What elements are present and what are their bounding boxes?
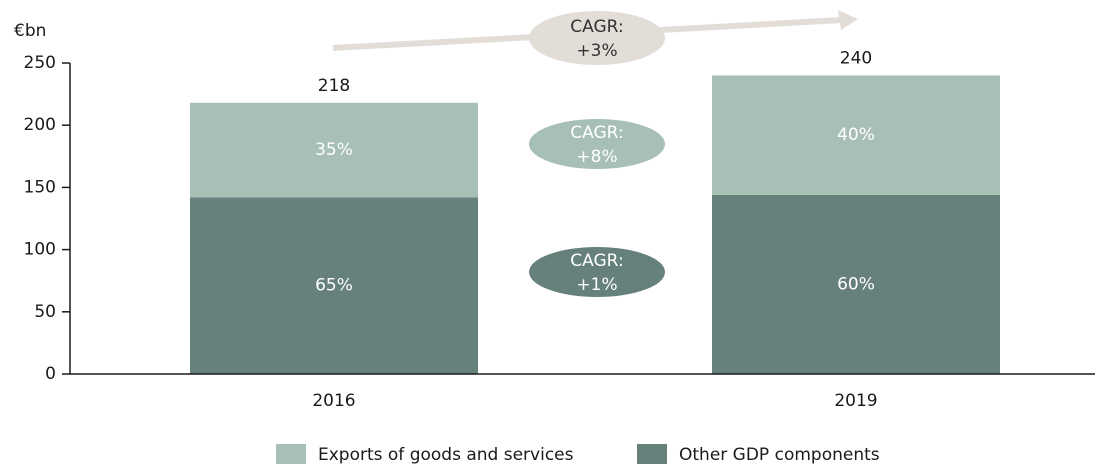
cagr-bubble [529,119,665,169]
y-tick-label: 150 [24,177,56,197]
total-label: 240 [840,48,872,68]
segment-label: 60% [837,274,875,294]
cagr-text: +1% [576,275,617,295]
y-tick-label: 50 [34,302,56,322]
bar-segment [190,197,478,374]
y-tick-label: 250 [24,53,56,73]
y-tick-label: 100 [24,240,56,260]
total-label: 218 [318,76,350,96]
cagr-text: +3% [576,41,617,61]
cagr-text: +8% [576,147,617,167]
y-tick-label: 200 [24,115,56,135]
bar-segment [190,102,478,198]
legend-swatch [276,444,306,464]
segment-label: 35% [315,140,353,160]
cagr-text: CAGR: [570,251,623,271]
x-tick-label: 2019 [834,391,877,411]
bar-segment [712,75,1000,195]
segment-label: 65% [315,276,353,296]
cagr-text: CAGR: [570,123,623,143]
y-tick-label: 0 [45,364,56,384]
bar-segment [712,194,1000,374]
legend-label: Exports of goods and services [318,445,574,465]
cagr-bubble [529,11,665,65]
segment-label: 40% [837,125,875,145]
x-tick-label: 2016 [312,391,355,411]
y-unit: €bn [14,21,46,41]
legend-swatch [637,444,667,464]
cagr-arrowhead [838,10,858,30]
legend-label: Other GDP components [679,445,880,465]
cagr-bubble [529,247,665,297]
cagr-text: CAGR: [570,17,623,37]
